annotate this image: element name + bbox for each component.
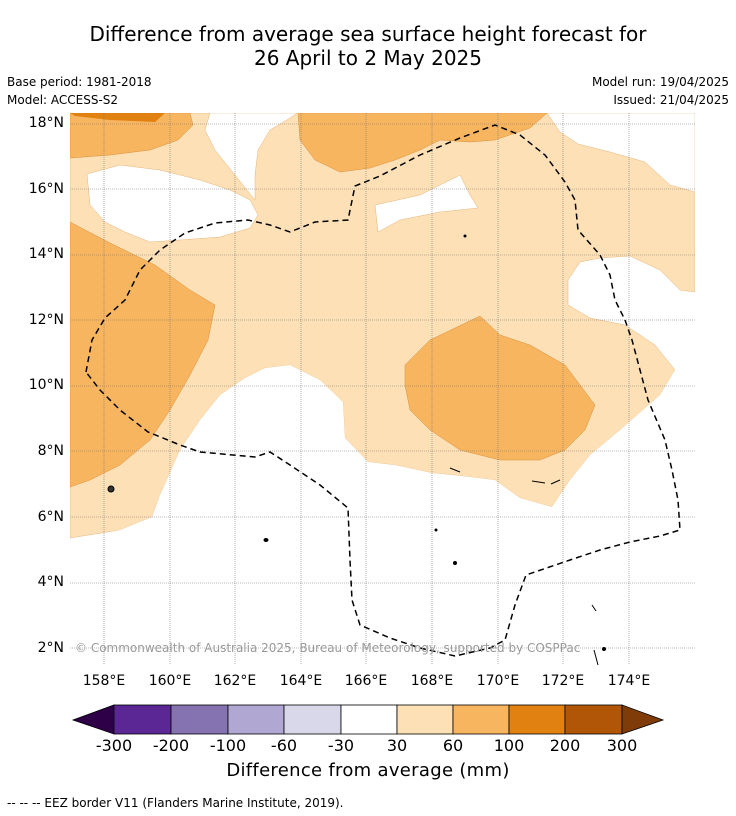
chart-title: Difference from average sea surface heig… xyxy=(0,22,736,70)
colorbar-arrow-low xyxy=(71,704,115,735)
colorbar-segment-7 xyxy=(452,704,510,735)
title-line-2: 26 April to 2 May 2025 xyxy=(254,46,482,70)
issued-text: Issued: 21/04/2025 xyxy=(613,93,729,107)
anomaly-region-60-100-2 xyxy=(297,113,548,173)
lat-label-16n: 16°N xyxy=(28,181,64,197)
colorbar-segment-8 xyxy=(508,704,566,735)
colorbar-tick-6: 30 xyxy=(386,736,408,755)
colorbar-tick-8: 100 xyxy=(493,736,525,755)
colorbar-tick-7: 60 xyxy=(442,736,464,755)
eez-border xyxy=(85,124,681,657)
colorbar-tick-3: -100 xyxy=(209,736,247,755)
colorbar-segment-1 xyxy=(113,704,172,735)
meta-left: Base period: 1981-2018 Model: ACCESS-S2 xyxy=(7,73,152,109)
lat-label-4n: 4°N xyxy=(37,574,64,590)
lon-label-174e: 174°E xyxy=(607,673,651,689)
colorbar-segment-6 xyxy=(396,704,454,735)
lon-label-172e: 172°E xyxy=(541,673,585,689)
map-area xyxy=(70,113,695,665)
lon-label-162e: 162°E xyxy=(213,673,257,689)
meta-right: Model run: 19/04/2025 Issued: 21/04/2025 xyxy=(592,73,729,109)
colorbar-tick-9: 200 xyxy=(549,736,581,755)
title-line-1: Difference from average sea surface heig… xyxy=(89,22,647,46)
colorbar-segment-9 xyxy=(564,704,623,735)
colorbar-title: Difference from average (mm) xyxy=(226,760,510,781)
lon-label-160e: 160°E xyxy=(148,673,192,689)
colorbar xyxy=(71,704,665,735)
model-text: Model: ACCESS-S2 xyxy=(7,93,119,107)
lon-label-168e: 168°E xyxy=(410,673,454,689)
colorbar-tick-2: -200 xyxy=(152,736,190,755)
anomaly-region-neutral-2 xyxy=(546,113,695,193)
eez-legend-text: -- -- -- EEZ border V11 (Flanders Marine… xyxy=(7,796,344,810)
model-run-text: Model run: 19/04/2025 xyxy=(591,75,729,89)
base-period-text: Base period: 1981-2018 xyxy=(7,75,152,89)
colorbar-tick-4: -60 xyxy=(270,736,298,755)
anomaly-region-neutral-1 xyxy=(86,164,259,243)
anomaly-region-neutral-3 xyxy=(204,113,298,201)
lat-label-12n: 12°N xyxy=(28,312,64,328)
colorbar-segment-3 xyxy=(227,704,285,735)
copyright-text: © Commonwealth of Australia 2025, Bureau… xyxy=(75,641,581,655)
lat-label-10n: 10°N xyxy=(28,377,64,393)
lat-label-2n: 2°N xyxy=(37,640,64,656)
lat-label-6n: 6°N xyxy=(37,509,64,525)
islands xyxy=(107,234,606,665)
lon-label-166e: 166°E xyxy=(344,673,388,689)
anomaly-region-60-100-1 xyxy=(70,221,216,488)
lat-label-18n: 18°N xyxy=(28,115,64,131)
lon-label-170e: 170°E xyxy=(476,673,520,689)
colorbar-segment-2 xyxy=(170,704,229,735)
lat-label-8n: 8°N xyxy=(37,443,64,459)
anomaly-region-neutral-5 xyxy=(70,360,695,665)
lon-label-164e: 164°E xyxy=(279,673,323,689)
colorbar-tick-10: 300 xyxy=(606,736,638,755)
colorbar-tick-1: -300 xyxy=(95,736,133,755)
anomaly-region-100-200 xyxy=(70,113,165,122)
lon-gridlines xyxy=(103,113,630,665)
colorbar-segment-4 xyxy=(283,704,342,735)
anomaly-region-60-100-4 xyxy=(404,315,596,461)
lat-gridlines xyxy=(70,123,695,649)
colorbar-segment-5 xyxy=(340,704,398,735)
lon-label-158e: 158°E xyxy=(82,673,126,689)
colorbar-arrow-high xyxy=(621,704,665,735)
colorbar-tick-5: -30 xyxy=(327,736,355,755)
lat-label-14n: 14°N xyxy=(28,246,64,262)
